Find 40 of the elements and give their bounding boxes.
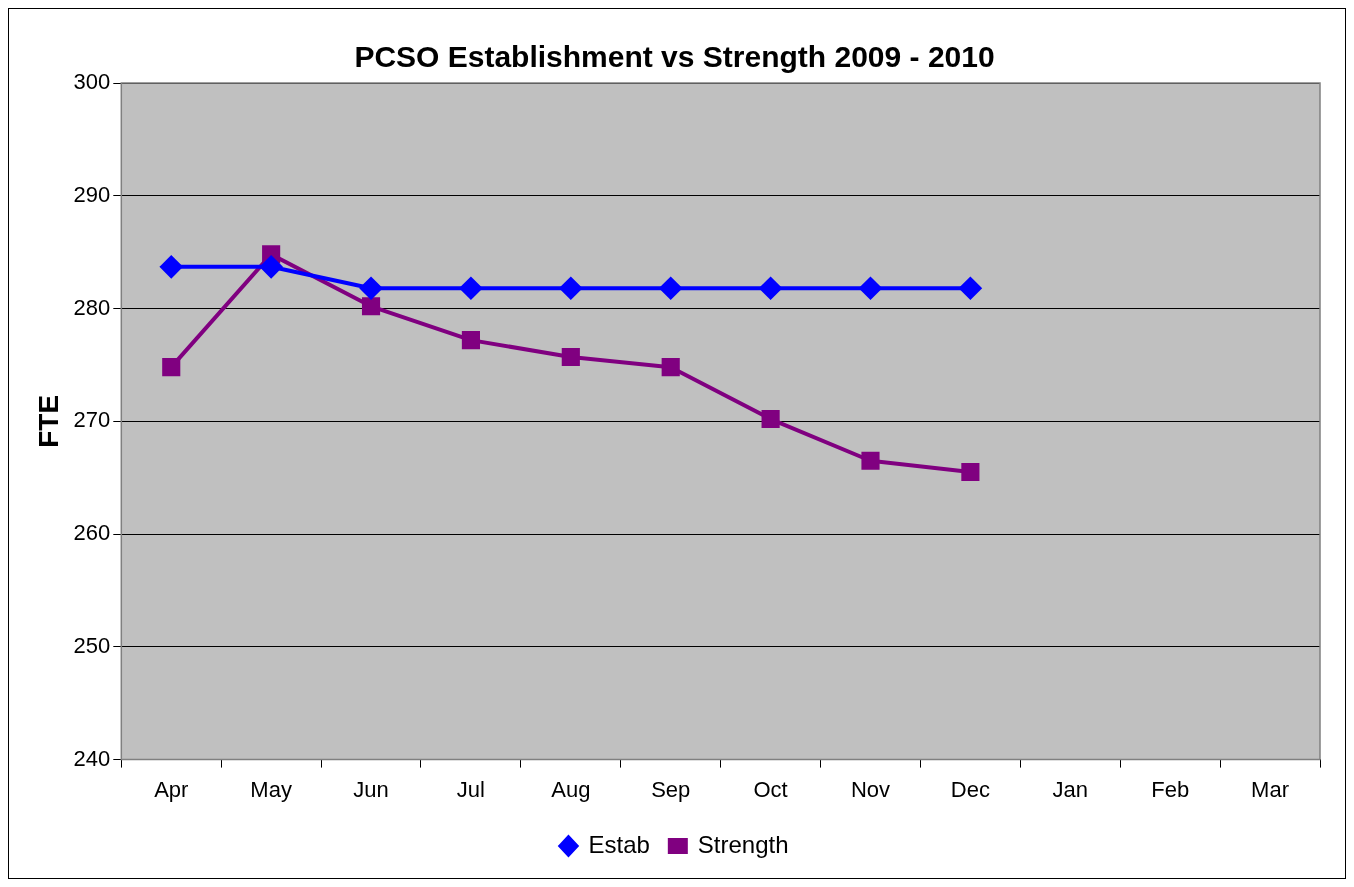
- y-tick-label: 300: [73, 69, 111, 95]
- point: [761, 409, 780, 429]
- legend-label: Strength: [697, 830, 789, 858]
- point: [360, 277, 383, 300]
- point: [559, 277, 582, 300]
- chart-title: PCSO Establishment vs Strength 2009 - 2010: [354, 40, 995, 74]
- point: [659, 277, 682, 300]
- x-tick-label: Mar: [1251, 776, 1289, 802]
- point: [859, 277, 882, 300]
- x-tick-label: Feb: [1151, 776, 1190, 802]
- point: [461, 331, 480, 350]
- x-tick-label: Jun: [353, 776, 389, 802]
- point: [459, 277, 482, 300]
- point: [959, 277, 982, 300]
- point: [361, 297, 381, 316]
- x-tick-label: Nov: [850, 776, 891, 802]
- y-tick-label: 270: [73, 407, 111, 433]
- x-tick-label: Dec: [950, 776, 990, 802]
- x-tick-label: Jul: [456, 776, 485, 802]
- legend-label: Estab: [588, 830, 650, 858]
- point: [861, 451, 880, 470]
- y-axis-title: FTE: [32, 394, 64, 448]
- y-tick-label: 260: [73, 520, 111, 546]
- y-tick-label: 240: [73, 745, 111, 771]
- x-tick-label: May: [250, 776, 292, 802]
- point: [961, 462, 980, 482]
- x-tick-label: Oct: [753, 776, 788, 802]
- point: [160, 255, 183, 278]
- point: [759, 277, 782, 300]
- y-tick-label: 290: [73, 181, 111, 207]
- x-tick-label: Apr: [154, 776, 189, 802]
- point: [162, 358, 181, 377]
- point: [260, 255, 283, 278]
- x-tick-label: Aug: [551, 776, 591, 802]
- point: [661, 358, 680, 377]
- x-tick-label: Jan: [1052, 776, 1089, 802]
- y-tick-label: 280: [73, 294, 111, 320]
- x-tick-label: Sep: [651, 776, 691, 802]
- point: [561, 347, 580, 367]
- y-tick-label: 250: [73, 632, 111, 658]
